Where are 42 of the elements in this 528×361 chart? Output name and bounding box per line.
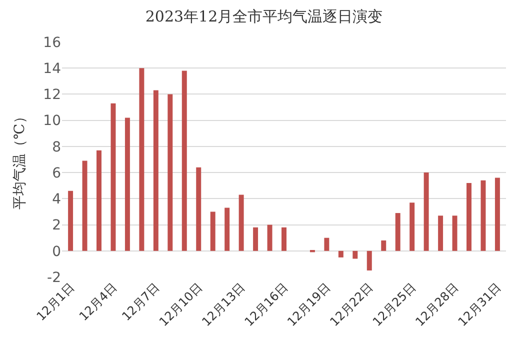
y-axis-title: 平均气温（℃） (12, 110, 28, 210)
y-tick-label: 2 (52, 218, 61, 234)
bar (124, 118, 130, 251)
bar (338, 250, 344, 258)
bar (494, 178, 500, 251)
bar (282, 227, 286, 251)
x-tick-label: 12月4日 (76, 280, 120, 324)
chart-title: 2023年12月全市平均气温逐日演变 (145, 7, 383, 26)
bar (253, 227, 258, 251)
bar (324, 238, 330, 251)
y-tick-label: 0 (52, 244, 61, 260)
bar (96, 150, 102, 251)
bar (480, 180, 486, 251)
bar (110, 103, 116, 251)
bar (381, 240, 386, 251)
bar (424, 172, 429, 251)
bar (366, 250, 372, 270)
bar (224, 208, 230, 251)
bar (82, 160, 88, 251)
bar (139, 68, 144, 251)
bar (410, 202, 415, 251)
bar (182, 70, 187, 251)
bar (452, 216, 458, 251)
bar (168, 94, 173, 251)
bar (210, 212, 216, 251)
y-tick-label: 10 (43, 113, 61, 130)
y-tick-label: 12 (43, 87, 61, 104)
bar (466, 183, 472, 251)
y-tick-label: -2 (47, 270, 61, 286)
bar (153, 90, 158, 251)
y-tick-label: 14 (43, 61, 62, 78)
bar (438, 216, 444, 251)
y-tick-label: 8 (52, 139, 61, 156)
y-tick-label: 6 (52, 165, 62, 182)
y-tick-label: 16 (43, 34, 62, 51)
bar (238, 194, 244, 251)
bar (267, 224, 272, 251)
bar (352, 250, 358, 259)
bar (196, 167, 202, 251)
y-tick-label: 4 (52, 192, 62, 208)
bar (68, 190, 74, 251)
bar (395, 213, 400, 251)
